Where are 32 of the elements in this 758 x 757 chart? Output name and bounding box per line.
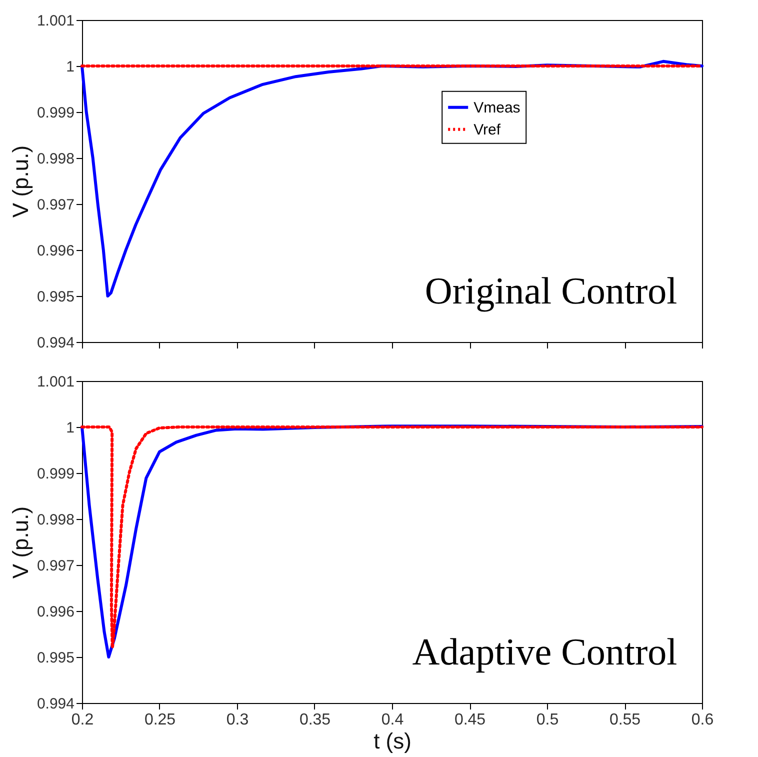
legend-label: Vref — [474, 121, 502, 138]
y-tick-label: 0.999 — [36, 466, 74, 482]
y-tick-label: 0.994 — [36, 334, 74, 352]
x-tick-label: 0.45 — [454, 712, 486, 728]
annotation: Adaptive Control — [412, 631, 678, 674]
y-tick-label: 1 — [66, 58, 74, 76]
x-tick-label: 0.25 — [144, 712, 176, 728]
y-tick-label: 0.998 — [36, 512, 74, 528]
x-axis-title: t (s) — [374, 728, 412, 754]
x-tick-label: 0.5 — [536, 712, 559, 728]
y-tick-label: 1 — [66, 420, 74, 436]
y-tick-label: 1.001 — [36, 374, 74, 390]
y-tick-label: 0.996 — [36, 604, 74, 620]
x-tick-label: 0.55 — [609, 712, 641, 728]
annotation: Original Control — [424, 270, 678, 312]
y-tick-label: 0.996 — [36, 242, 74, 260]
y-tick-label: 0.999 — [36, 104, 74, 122]
y-tick-label: 0.998 — [36, 150, 74, 168]
x-tick-label: 0.6 — [691, 712, 714, 728]
x-tick-label: 0.2 — [71, 712, 94, 728]
y-tick-label: 0.995 — [36, 288, 74, 306]
y-axis-title: V (p.u.) — [8, 145, 33, 218]
x-tick-label: 0.3 — [226, 712, 249, 728]
y-tick-label: 0.994 — [36, 696, 74, 712]
y-tick-label: 0.997 — [36, 558, 74, 574]
x-tick-label: 0.35 — [299, 712, 331, 728]
legend-label: Vmeas — [474, 99, 520, 116]
y-tick-label: 0.995 — [36, 650, 74, 666]
y-tick-label: 0.997 — [36, 196, 74, 214]
y-tick-label: 1.001 — [36, 12, 74, 30]
y-axis-title: V (p.u.) — [8, 506, 33, 579]
x-tick-label: 0.4 — [381, 712, 404, 728]
